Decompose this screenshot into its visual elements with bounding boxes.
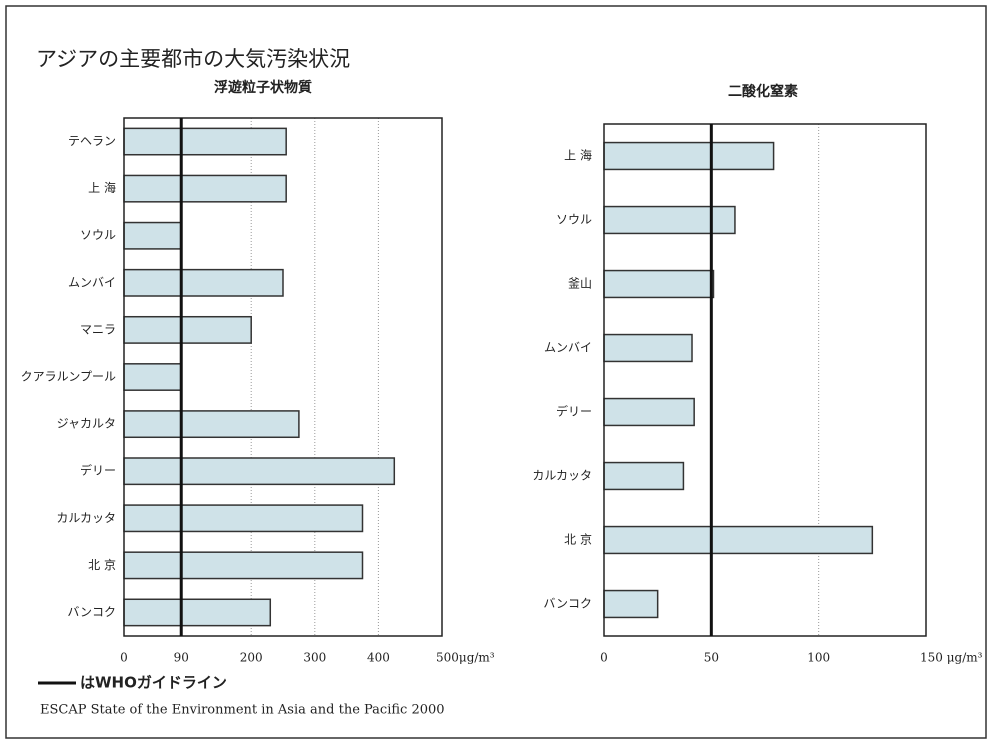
chart-subtitle: 二酸化窒素: [728, 83, 798, 100]
x-tick-label: 90: [174, 651, 189, 665]
bar: [123, 221, 182, 250]
x-tick-label: 400: [367, 651, 390, 665]
bar: [123, 268, 284, 297]
bar: [603, 397, 695, 427]
y-tick-label: ムンバイ: [544, 341, 592, 355]
y-tick-label: ムンバイ: [68, 275, 116, 289]
bar: [603, 461, 685, 491]
bar: [603, 269, 715, 299]
y-tick-label: 釜山: [568, 276, 592, 291]
bar: [603, 141, 775, 171]
y-tick-label: デリー: [556, 404, 592, 419]
y-tick-label: ソウル: [80, 228, 116, 242]
y-tick-label: ソウル: [556, 213, 592, 227]
x-tick-label: 500μg/m³: [436, 651, 495, 665]
bar: [123, 410, 300, 439]
y-tick-label: カルカッタ: [56, 511, 116, 525]
y-tick-label: カルカッタ: [532, 469, 592, 483]
y-tick-label: テヘラン: [68, 134, 116, 148]
y-tick-label: バンコク: [67, 605, 116, 619]
legend-label: はWHOガイドライン: [80, 674, 227, 692]
page-title: アジアの主要都市の大気汚染状況: [36, 47, 350, 71]
bar: [123, 174, 287, 203]
x-tick-label: 150 μg/m³: [920, 651, 983, 665]
y-tick-label: マニラ: [80, 322, 116, 336]
bar: [603, 205, 736, 235]
y-tick-label: 上 海: [88, 180, 116, 195]
y-tick-label: 上 海: [564, 148, 592, 163]
plot-frame: [123, 117, 443, 637]
bar: [123, 551, 364, 580]
y-tick-label: デリー: [80, 463, 116, 478]
bar: [603, 525, 874, 555]
y-tick-label: バンコク: [543, 597, 592, 611]
bar: [603, 333, 693, 363]
x-tick-label: 0: [600, 651, 608, 665]
y-tick-label: 北 京: [564, 533, 592, 547]
y-tick-label: ジャカルタ: [57, 417, 116, 431]
x-tick-label: 50: [704, 651, 719, 665]
bar: [123, 315, 252, 344]
x-tick-label: 100: [807, 651, 830, 665]
bar: [603, 589, 659, 619]
y-tick-label: 北 京: [88, 558, 116, 572]
y-tick-label: クアラルンプール: [21, 370, 116, 384]
bar: [123, 363, 182, 391]
bar: [123, 598, 272, 627]
x-tick-label: 300: [303, 651, 326, 665]
bar: [123, 457, 396, 486]
source: ESCAP State of the Environment in Asia a…: [40, 703, 445, 718]
plot-frame: [603, 123, 927, 637]
x-tick-label: 200: [240, 651, 263, 665]
chart-subtitle: 浮遊粒子状物質: [214, 79, 312, 96]
bar: [123, 127, 287, 156]
x-tick-label: 0: [120, 651, 128, 665]
bar: [123, 504, 364, 533]
